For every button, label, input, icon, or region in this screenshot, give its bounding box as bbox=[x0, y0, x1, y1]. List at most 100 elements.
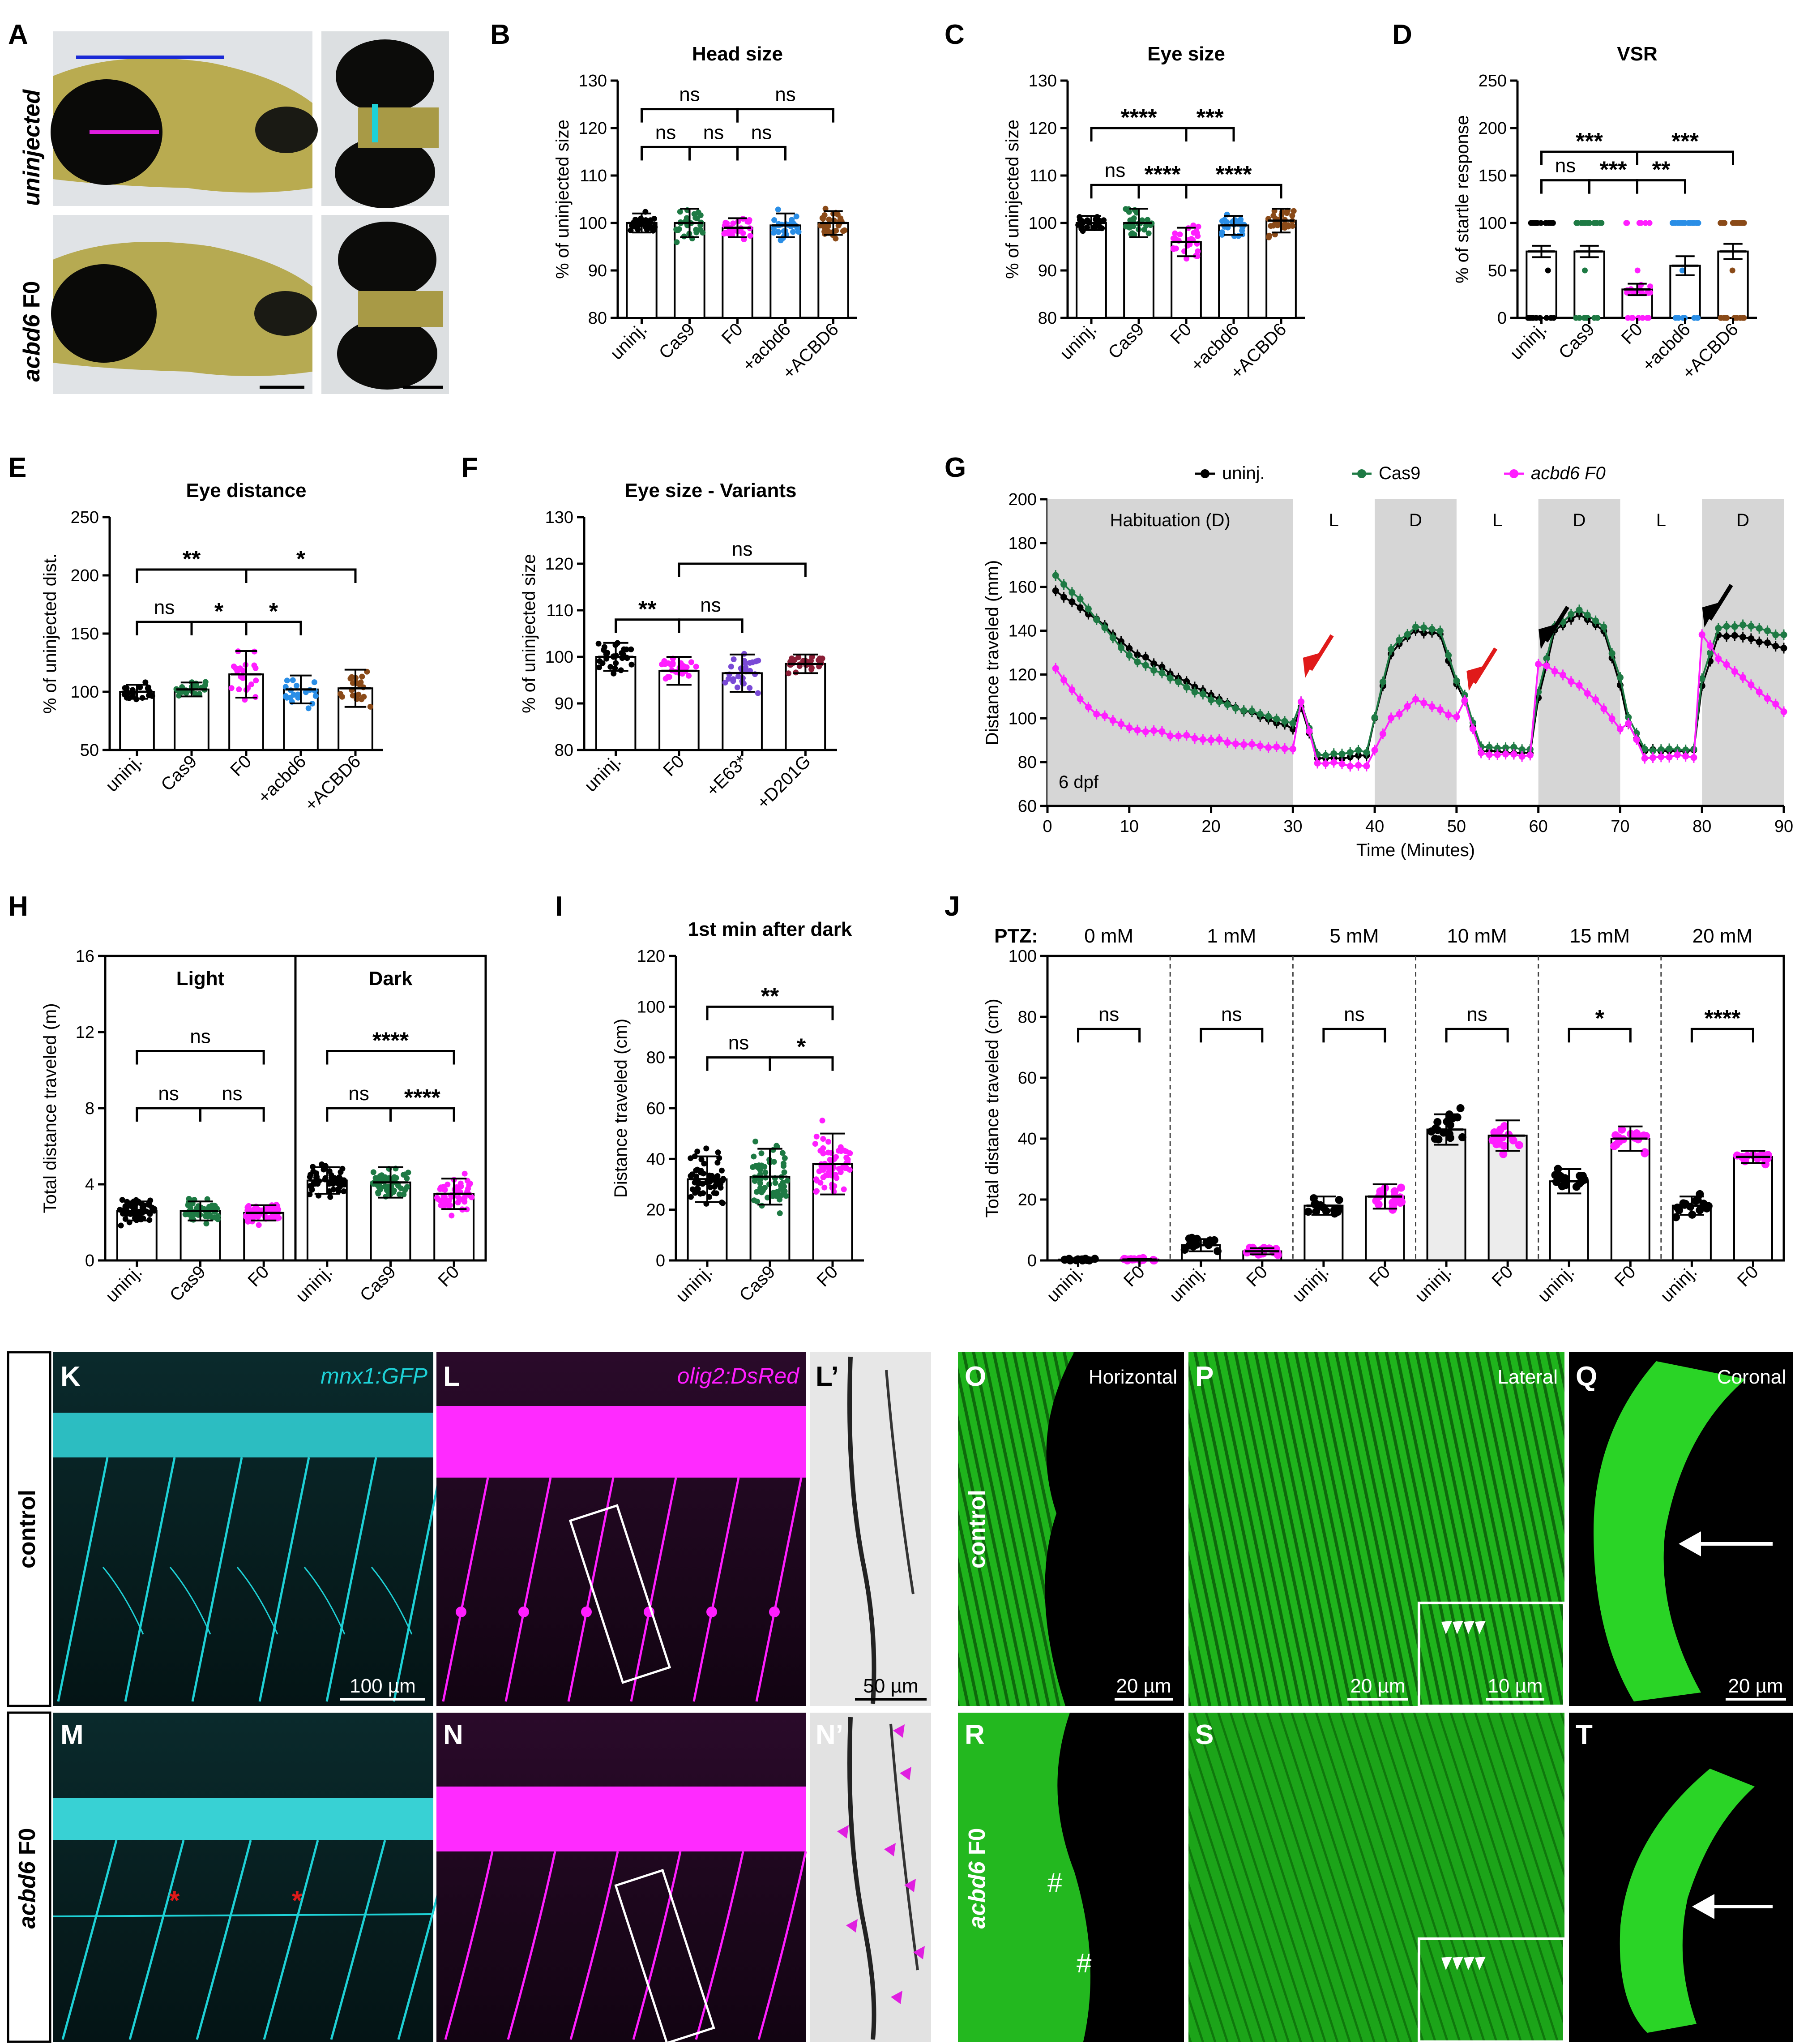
series-point bbox=[1404, 703, 1411, 710]
y-axis-label: % of uninjected size bbox=[553, 120, 573, 279]
series-point bbox=[1314, 759, 1321, 767]
series-point bbox=[1224, 701, 1231, 708]
data-point bbox=[718, 1185, 724, 1191]
motor-axon-l bbox=[504, 1477, 552, 1702]
data-point bbox=[628, 661, 635, 668]
data-point bbox=[440, 1186, 446, 1192]
significance-label: *** bbox=[1197, 105, 1224, 131]
series-point bbox=[1175, 733, 1182, 740]
larva-otic-uninjected bbox=[255, 107, 318, 153]
data-point bbox=[1641, 1149, 1649, 1157]
data-point bbox=[350, 680, 356, 686]
data-point bbox=[689, 1171, 695, 1178]
chart-e: E Eye distance 50 100 150 200 250 % of uninject… bbox=[8, 452, 383, 815]
data-point bbox=[734, 684, 740, 690]
scale-text-o: 20 µm bbox=[1116, 1675, 1171, 1697]
panel-letter-g: G bbox=[945, 452, 966, 483]
x-category-label: Cas9 bbox=[735, 1262, 779, 1305]
data-point bbox=[1145, 230, 1152, 236]
series-point bbox=[1224, 739, 1231, 746]
series-point bbox=[1420, 630, 1427, 637]
series-point bbox=[1518, 753, 1526, 760]
data-point bbox=[722, 679, 728, 686]
panel-l-image bbox=[436, 1352, 806, 1706]
data-point bbox=[820, 215, 826, 222]
cell-body-l bbox=[456, 1607, 466, 1617]
data-point bbox=[845, 1157, 851, 1163]
data-point bbox=[770, 1193, 776, 1199]
dose-label: 5 mM bbox=[1329, 925, 1379, 947]
x-category-label: F0 bbox=[1734, 1262, 1762, 1290]
motor-axon-m bbox=[263, 1840, 319, 2040]
axon-branch-k bbox=[169, 1567, 211, 1635]
scale-text-k: 100 µm bbox=[350, 1675, 416, 1697]
data-point bbox=[370, 1169, 376, 1175]
data-point bbox=[193, 683, 199, 689]
data-point bbox=[1495, 1135, 1503, 1143]
data-point bbox=[347, 675, 354, 681]
dose-label: 0 mM bbox=[1084, 925, 1133, 947]
y-tick-label: 0 bbox=[85, 1251, 94, 1270]
data-point bbox=[715, 1180, 721, 1186]
y-tick-label: 160 bbox=[1009, 578, 1037, 597]
bar bbox=[1426, 1128, 1466, 1262]
x-tick-label: 80 bbox=[1692, 817, 1711, 836]
data-point bbox=[1718, 220, 1724, 226]
arrow-head bbox=[1466, 666, 1483, 691]
axon-branch-l-prime bbox=[885, 1370, 915, 1594]
arrow-q-head bbox=[1679, 1531, 1701, 1556]
data-point bbox=[1585, 220, 1591, 226]
data-point bbox=[293, 682, 299, 689]
row-label-acbd6-right-f0: F0 bbox=[964, 1828, 990, 1855]
data-point bbox=[709, 1173, 715, 1179]
data-point bbox=[327, 1194, 333, 1200]
data-point bbox=[252, 1206, 258, 1212]
panel-p-inset bbox=[1418, 1602, 1566, 1707]
series-point bbox=[1486, 743, 1493, 750]
y-tick-label: 110 bbox=[1030, 167, 1057, 185]
x-category-label: uninj. bbox=[292, 1262, 336, 1306]
data-point bbox=[305, 705, 312, 711]
x-category-label: uninj. bbox=[581, 751, 625, 796]
motor-axon-k bbox=[258, 1457, 310, 1702]
data-point bbox=[728, 664, 734, 670]
arrow-head bbox=[1539, 625, 1555, 650]
chart-d: D VSR 0 50 100 150 200 250 % of startle response… bbox=[1392, 19, 1757, 383]
dose-label: 15 mM bbox=[1570, 925, 1630, 947]
data-point bbox=[122, 685, 128, 691]
series-point bbox=[1698, 675, 1705, 682]
significance-bracket bbox=[706, 1056, 771, 1071]
significance-bracket bbox=[706, 1005, 834, 1020]
row-label-acbd6-left-gene: acbd6 bbox=[14, 1861, 40, 1928]
data-point bbox=[458, 1183, 464, 1190]
data-point bbox=[771, 217, 778, 223]
data-point bbox=[367, 703, 373, 710]
data-point bbox=[771, 1159, 777, 1165]
chart-f: F Eye size - Variants 80 90 100 110 120 130 % of… bbox=[461, 452, 837, 813]
y-tick-label: 90 bbox=[555, 694, 573, 713]
data-point bbox=[401, 1191, 407, 1198]
data-point bbox=[758, 1150, 765, 1157]
data-point bbox=[1269, 1246, 1278, 1254]
data-point bbox=[1195, 223, 1201, 230]
y-tick-label: 120 bbox=[637, 947, 665, 966]
bar bbox=[1733, 1156, 1773, 1262]
significance-bracket bbox=[1690, 1028, 1754, 1043]
arrowhead-n-prime bbox=[884, 1843, 896, 1856]
data-point bbox=[310, 1168, 316, 1174]
series-point bbox=[1158, 728, 1166, 735]
data-point bbox=[396, 1191, 402, 1197]
inset-arrowhead-p bbox=[1453, 1621, 1463, 1634]
data-point bbox=[677, 209, 683, 215]
data-point bbox=[674, 239, 680, 245]
series-point bbox=[1551, 668, 1558, 675]
y-tick-label: 130 bbox=[579, 72, 607, 90]
data-point bbox=[754, 1189, 760, 1195]
data-point bbox=[232, 665, 239, 672]
data-point bbox=[359, 673, 365, 680]
data-point bbox=[1101, 217, 1107, 223]
significance-label: *** bbox=[1576, 129, 1603, 154]
data-point bbox=[256, 1222, 262, 1228]
arrow-q bbox=[1679, 1531, 1773, 1556]
row-label-uninjected: uninjected bbox=[19, 89, 45, 206]
